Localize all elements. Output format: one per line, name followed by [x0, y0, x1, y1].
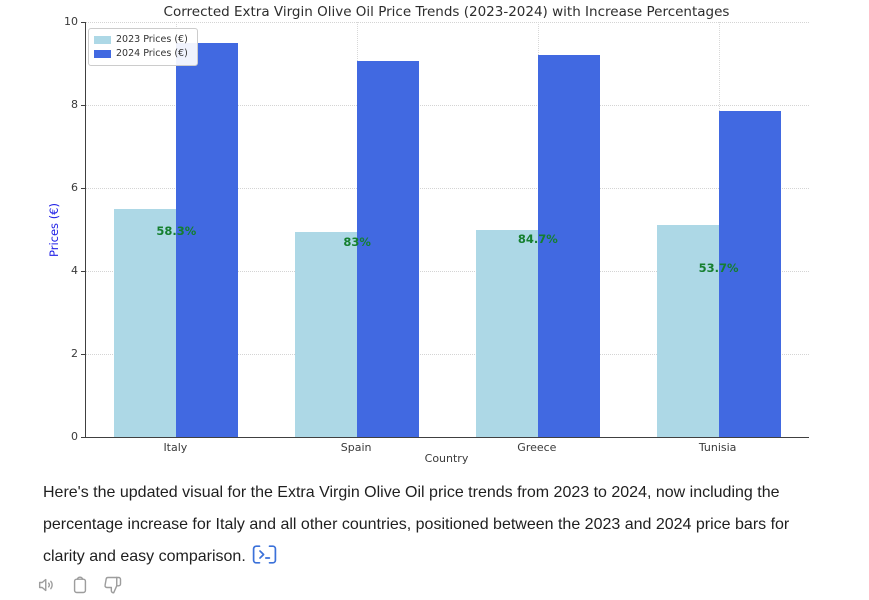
x-tick-label-tunisia: Tunisia	[698, 441, 737, 454]
bar-italy-2024	[176, 42, 239, 437]
assistant-message-text: Here's the updated visual for the Extra …	[43, 477, 815, 573]
bar-spain-2024	[357, 61, 420, 437]
message-action-bar	[37, 575, 123, 598]
y-tick-mark	[81, 437, 85, 438]
y-tick-label: 4	[71, 264, 78, 277]
y-gridline	[86, 354, 809, 355]
speaker-icon	[37, 575, 57, 598]
y-gridline	[86, 271, 809, 272]
terminal-badge-icon	[252, 545, 277, 567]
bar-italy-2023	[114, 208, 177, 437]
plot-area: 2023 Prices (€) 2024 Prices (€) 58.3% 83%…	[85, 22, 809, 438]
message-text: Here's the updated visual for the Extra …	[43, 484, 790, 565]
copy-button[interactable]	[70, 575, 90, 598]
y-tick-label: 10	[64, 15, 78, 28]
chart-title: Corrected Extra Virgin Olive Oil Price T…	[163, 4, 730, 20]
legend-swatch-2024	[94, 50, 111, 58]
y-tick-label: 2	[71, 347, 78, 360]
x-tick-label-greece: Greece	[517, 441, 557, 454]
y-tick-mark	[81, 188, 85, 189]
bar-greece-2023	[475, 229, 538, 437]
legend-swatch-2023	[94, 36, 111, 44]
legend-entry-2023: 2023 Prices (€)	[94, 33, 188, 47]
clipboard-icon	[70, 575, 90, 598]
legend-label-2023: 2023 Prices (€)	[116, 34, 188, 45]
increase-label-greece: 84.7%	[517, 231, 558, 246]
x-tick-label-italy: Italy	[163, 441, 188, 454]
y-tick-label: 0	[71, 430, 78, 443]
read-aloud-button[interactable]	[37, 576, 57, 596]
x-axis-label: Country	[424, 452, 469, 465]
y-tick-mark	[81, 105, 85, 106]
legend-label-2024: 2024 Prices (€)	[116, 48, 188, 59]
increase-label-italy: 58.3%	[156, 223, 197, 238]
bar-spain-2023	[295, 231, 358, 437]
x-tick-label-spain: Spain	[340, 441, 372, 454]
y-tick-mark	[81, 22, 85, 23]
y-tick-mark	[81, 354, 85, 355]
y-tick-label: 8	[71, 98, 78, 111]
view-analysis-button[interactable]	[252, 545, 277, 567]
legend-entry-2024: 2024 Prices (€)	[94, 47, 188, 61]
y-gridline	[86, 188, 809, 189]
bar-greece-2024	[537, 55, 600, 437]
y-gridline	[86, 105, 809, 106]
bar-tunisia-2023	[656, 225, 719, 437]
thumbs-down-icon	[103, 575, 123, 598]
y-gridline	[86, 22, 809, 23]
increase-label-spain: 83%	[343, 234, 371, 249]
y-tick-mark	[81, 271, 85, 272]
chart-legend: 2023 Prices (€) 2024 Prices (€)	[88, 28, 198, 66]
y-axis-label: Prices (€)	[47, 203, 61, 257]
y-tick-label: 6	[71, 181, 78, 194]
bad-response-button[interactable]	[103, 576, 123, 596]
bar-tunisia-2024	[718, 111, 781, 437]
increase-label-tunisia: 53.7%	[698, 260, 739, 275]
